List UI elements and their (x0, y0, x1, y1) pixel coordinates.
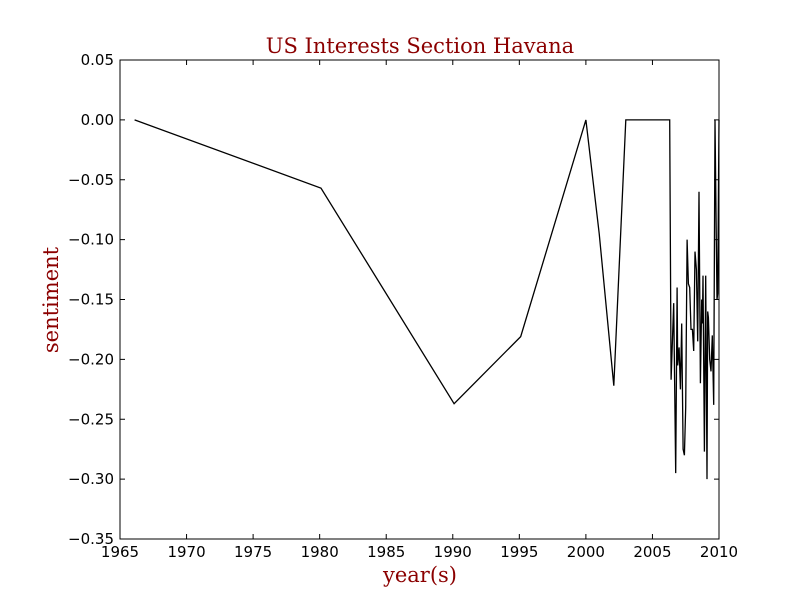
y-tick-label: −0.15 (68, 291, 114, 309)
y-tick-label: −0.30 (68, 470, 114, 488)
x-tick-label: 1970 (167, 543, 205, 561)
y-tick-label: −0.10 (68, 231, 114, 249)
x-tick-label: 1975 (234, 543, 272, 561)
y-tick-label: −0.05 (68, 171, 114, 189)
y-tick-label: 0.00 (81, 111, 114, 129)
x-axis-ticks: 1965 1970 1975 1980 1985 1990 1995 2000 2005 2010 (101, 60, 738, 561)
plot-background (120, 60, 719, 539)
x-tick-label: 1995 (500, 543, 538, 561)
y-axis-label: sentiment (39, 246, 63, 353)
chart-title: US Interests Section Havana (266, 34, 574, 58)
x-axis-label: year(s) (382, 563, 457, 587)
x-tick-label: 2010 (700, 543, 738, 561)
x-tick-label: 1965 (101, 543, 139, 561)
plot-area (119, 59, 720, 540)
y-tick-label: −0.20 (68, 350, 114, 368)
series-line-0 (134, 119, 720, 480)
y-axis-ticks: 0.05 0.00 −0.05 −0.10 −0.15 −0.20 −0.25 −0.30 −0… (68, 51, 719, 548)
y-tick-label: −0.35 (68, 530, 114, 548)
x-tick-label: 2000 (567, 543, 605, 561)
y-tick-label: 0.05 (81, 51, 114, 69)
x-tick-label: 1985 (367, 543, 405, 561)
y-tick-label: −0.25 (68, 410, 114, 428)
x-tick-label: 2005 (633, 543, 671, 561)
x-tick-label: 1990 (434, 543, 472, 561)
x-tick-label: 1980 (301, 543, 339, 561)
